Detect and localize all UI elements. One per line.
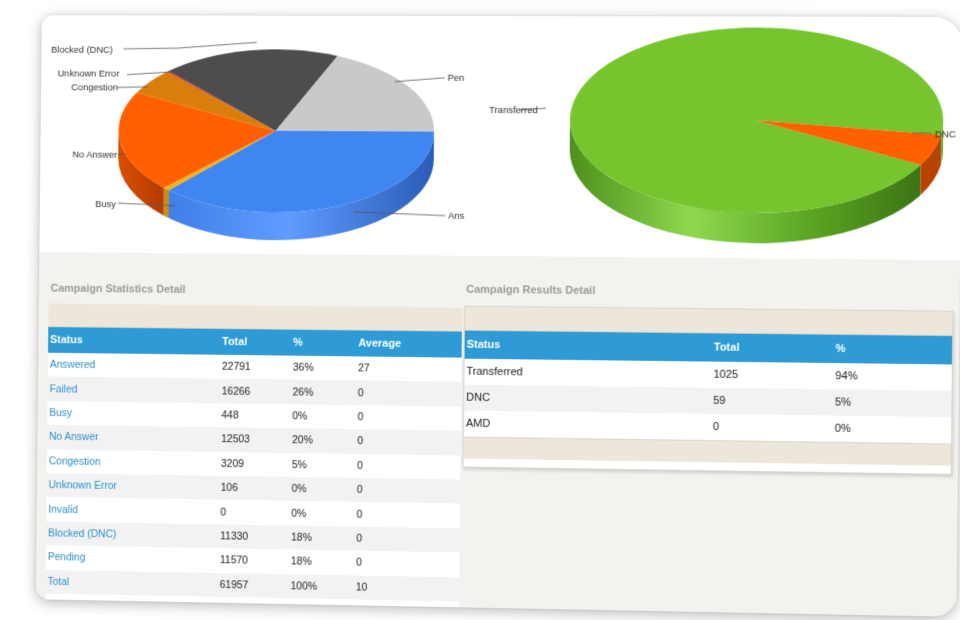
status-link[interactable]: Blocked (DNC) [48, 527, 117, 541]
header-total[interactable]: Total [222, 335, 248, 349]
percent-cell: 20% [292, 434, 313, 447]
campaign-report-card: Blocked (DNC) Unknown Error Congestion N… [35, 15, 960, 617]
header-percent[interactable]: % [293, 336, 303, 349]
status-cell: DNC [466, 391, 491, 404]
total-cell: 3209 [220, 457, 244, 470]
percent-cell: 5% [291, 458, 307, 471]
pie-right-labels: Transferred DNC [489, 104, 956, 140]
header-percent[interactable]: % [835, 342, 846, 356]
label-dnc: DNC [935, 128, 956, 139]
charts-svg: Blocked (DNC) Unknown Error Congestion N… [51, 27, 956, 245]
percent-cell: 18% [290, 555, 312, 569]
total-cell: 0 [220, 506, 227, 519]
total-cell: 16266 [221, 385, 251, 398]
average-cell: 0 [356, 556, 362, 569]
percent-cell: 26% [292, 386, 314, 399]
pie-side-transferred [568, 119, 922, 245]
statistics-rows: Answered 22791 36% 27 Failed 16266 26% 0 Busy 448… [45, 353, 462, 602]
percent-cell: 0% [291, 507, 307, 520]
pie-side-ans [168, 130, 435, 242]
campaign-statistics-table: Status Total % Average Answered 22791 36% 2… [45, 303, 463, 608]
campaign-statistics-pie [117, 49, 435, 242]
label-transferred: Transferred [489, 104, 538, 115]
pie-slice-transferred[interactable] [569, 27, 945, 215]
pie-slice-ans[interactable] [168, 130, 435, 214]
status-cell: Transferred [466, 365, 523, 379]
charts-area: Blocked (DNC) Unknown Error Congestion N… [39, 15, 960, 261]
total-cell: 61957 [219, 578, 249, 592]
status-link[interactable]: Unknown Error [48, 479, 117, 493]
total-cell: 22791 [221, 360, 251, 374]
status-cell: AMD [465, 417, 491, 430]
header-total[interactable]: Total [713, 341, 740, 354]
total-cell: 11570 [219, 554, 248, 567]
header-status[interactable]: Status [50, 334, 83, 347]
average-cell: 0 [357, 459, 363, 472]
average-cell: 0 [357, 386, 364, 399]
header-average[interactable]: Average [358, 337, 402, 350]
percent-cell: 36% [292, 361, 314, 374]
status-link[interactable]: Invalid [48, 503, 78, 516]
pie-slice-blocked-dnc-[interactable] [168, 49, 338, 132]
header-status[interactable]: Status [466, 338, 501, 352]
pie-slice-congestion[interactable] [136, 71, 277, 131]
pie-side-no-answer [117, 130, 165, 216]
total-cell: 12503 [221, 433, 250, 446]
results-rows: Transferred 1025 94% DNC 59 5% AMD 0 0% [464, 359, 952, 444]
average-cell: 27 [358, 362, 370, 375]
percent-cell: 0% [291, 483, 307, 496]
label-unknown-error: Unknown Error [58, 67, 120, 78]
percent-cell: 94% [835, 370, 858, 383]
percent-cell: 100% [290, 579, 318, 593]
campaign-results-pie [568, 27, 945, 245]
campaign-statistics-title: Campaign Statistics Detail [50, 282, 186, 296]
average-cell: 0 [356, 532, 363, 545]
percent-cell: 5% [834, 396, 852, 409]
campaign-results-table: Status Total % Transferred 1025 94% DNC 59 5%… [462, 305, 954, 475]
campaign-results-title: Campaign Results Detail [466, 283, 596, 298]
status-link[interactable]: Answered [49, 358, 96, 372]
status-link[interactable]: Busy [49, 407, 73, 420]
pie-slice-busy[interactable] [163, 130, 276, 191]
total-cell: 11330 [220, 530, 249, 543]
pie-side-busy [163, 187, 169, 218]
average-cell: 0 [356, 484, 363, 497]
pie-left-labels: Blocked (DNC) Unknown Error Congestion N… [51, 42, 465, 221]
percent-cell: 18% [291, 531, 312, 544]
status-link[interactable]: No Answer [49, 431, 99, 444]
average-cell: 0 [357, 411, 364, 424]
label-no-answer: No Answer [72, 148, 117, 159]
status-link[interactable]: Pending [47, 551, 86, 564]
label-busy: Busy [95, 198, 116, 209]
total-cell: 448 [221, 409, 239, 422]
total-cell: 106 [220, 481, 238, 495]
label-congestion: Congestion [71, 81, 118, 92]
label-blocked-dnc: Blocked (DNC) [51, 44, 113, 55]
status-link[interactable]: Total [47, 575, 70, 588]
pie-slice-pen[interactable] [275, 55, 435, 132]
total-cell: 0 [712, 420, 720, 434]
pie-slice-dnc[interactable] [755, 120, 942, 165]
percent-cell: 0% [834, 422, 851, 435]
average-cell: 0 [356, 508, 363, 521]
average-cell: 10 [355, 581, 368, 594]
detail-section: Campaign Statistics Detail Campaign Resu… [35, 251, 960, 617]
status-link[interactable]: Failed [49, 382, 78, 396]
label-answered: Ans [448, 210, 465, 221]
status-link[interactable]: Congestion [48, 455, 101, 468]
average-cell: 0 [357, 435, 364, 448]
pie-slice-no-answer[interactable] [117, 92, 276, 189]
percent-cell: 0% [292, 410, 308, 423]
label-pending: Pen [448, 72, 465, 83]
total-cell: 1025 [713, 368, 739, 382]
total-cell: 59 [713, 394, 726, 408]
